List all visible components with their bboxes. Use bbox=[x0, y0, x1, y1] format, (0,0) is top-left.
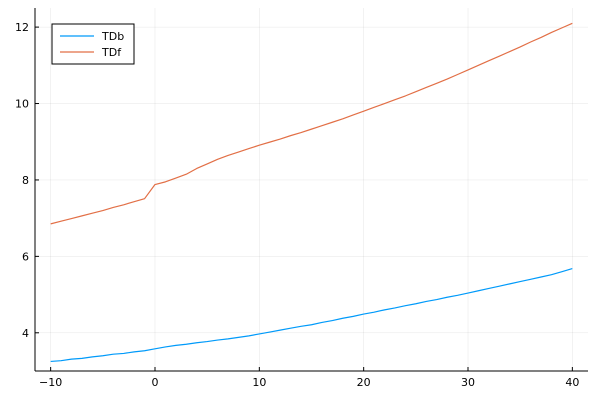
x-tick-label: 10 bbox=[252, 376, 266, 389]
x-tick-label: 30 bbox=[461, 376, 475, 389]
x-tick-label: 20 bbox=[357, 376, 371, 389]
series-layer bbox=[50, 22, 573, 363]
x-tick-label: −10 bbox=[39, 376, 62, 389]
legend-label-tdb: TDb bbox=[101, 30, 124, 43]
grid bbox=[35, 8, 588, 371]
series-line-tdb bbox=[50, 268, 573, 363]
legend-label-tdf: TDf bbox=[101, 46, 122, 59]
x-tick-label: 40 bbox=[565, 376, 579, 389]
y-tick-label: 10 bbox=[15, 98, 29, 111]
x-tick-label: 0 bbox=[151, 376, 158, 389]
axes bbox=[34, 8, 588, 372]
y-tick-label: 12 bbox=[15, 21, 29, 34]
y-tick-label: 6 bbox=[22, 250, 29, 263]
legend-box bbox=[51, 23, 135, 65]
y-tick-label: 4 bbox=[22, 327, 29, 340]
legend: TDb TDf bbox=[51, 23, 135, 65]
tick-labels: −10 0 10 20 30 40 4 6 8 10 12 bbox=[15, 21, 579, 389]
series-line-tdf bbox=[50, 22, 573, 225]
y-tick-label: 8 bbox=[22, 174, 29, 187]
